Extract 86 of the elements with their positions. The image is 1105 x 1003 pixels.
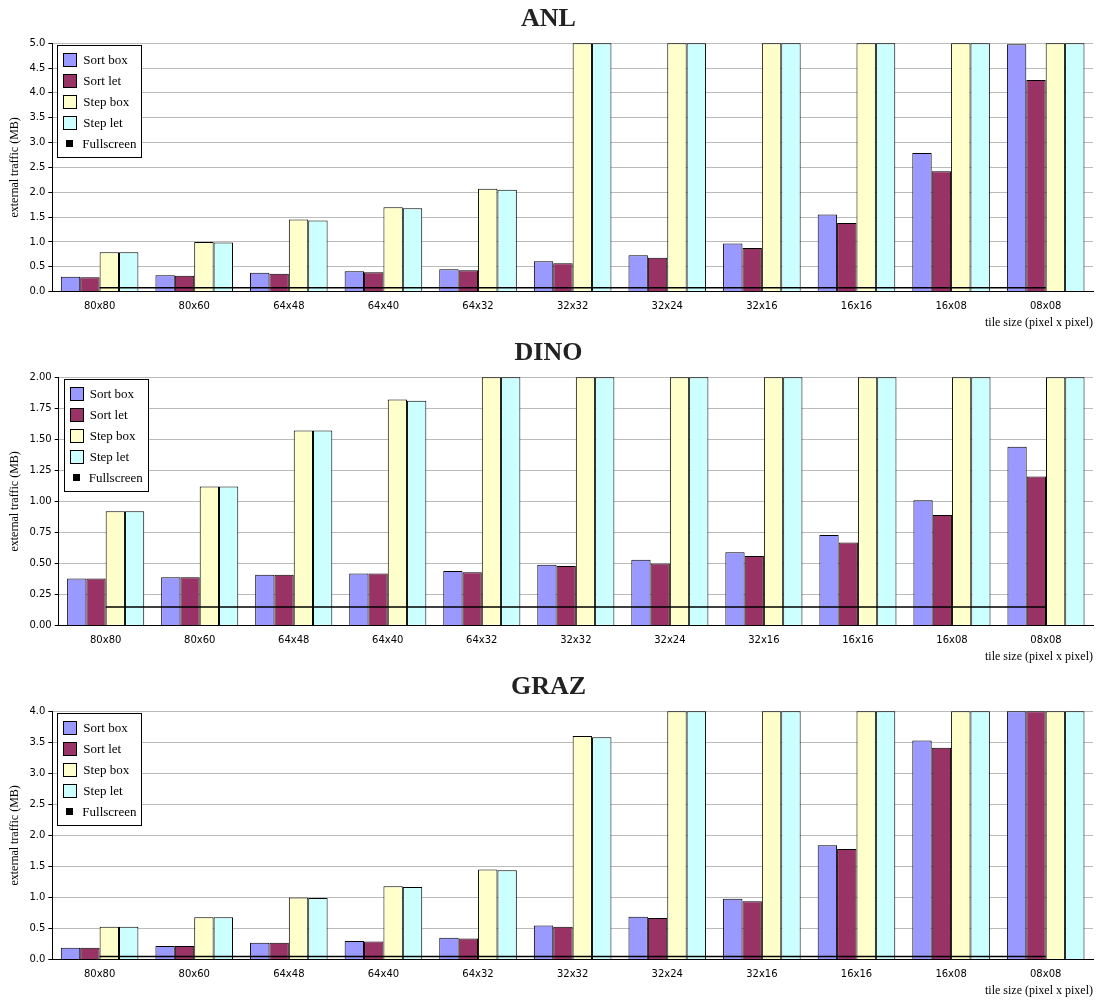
x-tick-label: 16x08 bbox=[935, 968, 967, 980]
y-tick-label: 0.5 bbox=[29, 260, 46, 272]
legend-label: Fullscreen bbox=[82, 803, 137, 820]
x-tick-label: 80x80 bbox=[89, 634, 122, 646]
x-tick-label: 16x08 bbox=[936, 634, 968, 646]
legend-label: Sort box bbox=[83, 719, 128, 736]
x-tick-label: 64x48 bbox=[278, 634, 310, 646]
y-tick-label: 0.75 bbox=[29, 526, 52, 538]
chart-title: ANL bbox=[521, 3, 576, 33]
y-tick-label: 1.0 bbox=[29, 235, 46, 247]
y-tick-label: 2.5 bbox=[29, 797, 46, 809]
x-tick-label: 80x80 bbox=[83, 300, 116, 312]
y-tick-label: 1.5 bbox=[29, 210, 46, 222]
x-tick-label: 08x08 bbox=[1030, 634, 1062, 646]
y-tick-label: 1.00 bbox=[29, 494, 52, 506]
y-tick-label: 3.0 bbox=[29, 766, 46, 778]
x-axis-title: tile size (pixel x pixel) bbox=[985, 648, 1093, 663]
y-tick-label: 0.50 bbox=[29, 557, 52, 569]
x-axis-title: tile size (pixel x pixel) bbox=[985, 314, 1093, 329]
legend-label: Sort let bbox=[83, 72, 122, 89]
x-tick-label: 64x40 bbox=[367, 300, 400, 312]
y-tick-label: 1.25 bbox=[29, 463, 52, 475]
y-tick-label: 0.25 bbox=[29, 588, 52, 600]
x-tick-label: 32x16 bbox=[746, 968, 778, 980]
y-tick-label: 2.00 bbox=[29, 370, 52, 382]
legend-label: Step box bbox=[83, 93, 130, 110]
y-tick-label: 0.0 bbox=[29, 285, 46, 297]
y-tick-label: 2.0 bbox=[29, 185, 46, 197]
legend-label: Sort box bbox=[83, 51, 128, 68]
x-tick-label: 64x40 bbox=[372, 634, 404, 646]
y-tick-label: 1.5 bbox=[29, 860, 46, 872]
x-tick-label: 16x08 bbox=[935, 300, 967, 312]
y-tick-label: 3.0 bbox=[29, 136, 46, 148]
y-tick-label: 0.5 bbox=[29, 922, 46, 934]
legend-label: Fullscreen bbox=[88, 469, 143, 486]
x-axis-title: tile size (pixel x pixel) bbox=[985, 982, 1093, 997]
x-tick-label: 32x24 bbox=[651, 300, 683, 312]
y-tick-label: 4.5 bbox=[29, 61, 46, 73]
y-tick-label: 4.0 bbox=[29, 704, 46, 716]
x-tick-label: 32x32 bbox=[556, 300, 589, 312]
y-tick-label: 3.5 bbox=[29, 111, 46, 123]
x-tick-label: 64x48 bbox=[273, 300, 305, 312]
x-tick-label: 64x40 bbox=[367, 968, 400, 980]
legend-label: Step box bbox=[83, 761, 130, 778]
x-tick-label: 08x08 bbox=[1030, 300, 1062, 312]
x-tick-label: 32x16 bbox=[748, 634, 780, 646]
legend-label: Fullscreen bbox=[82, 135, 137, 152]
legend-label: Step let bbox=[89, 448, 130, 465]
y-axis-title: external traffic (MB) bbox=[7, 451, 22, 552]
x-tick-label: 80x80 bbox=[83, 968, 116, 980]
x-tick-label: 64x32 bbox=[462, 968, 494, 980]
x-tick-label: 32x16 bbox=[746, 300, 778, 312]
x-tick-label: 08x08 bbox=[1030, 968, 1062, 980]
x-tick-label: 80x60 bbox=[178, 300, 210, 312]
x-tick-label: 16x16 bbox=[840, 300, 873, 312]
legend-label: Sort box bbox=[89, 385, 135, 402]
y-tick-label: 3.5 bbox=[29, 735, 46, 747]
y-tick-label: 0.0 bbox=[29, 953, 46, 965]
legend-label: Sort let bbox=[83, 740, 122, 757]
legend-label: Step let bbox=[83, 114, 123, 131]
legend-label: Step box bbox=[89, 427, 136, 444]
y-tick-label: 5.0 bbox=[29, 36, 46, 48]
x-tick-label: 32x32 bbox=[560, 634, 592, 646]
x-tick-label: 16x16 bbox=[842, 634, 874, 646]
x-tick-label: 32x32 bbox=[556, 968, 589, 980]
y-tick-label: 1.75 bbox=[29, 401, 52, 413]
x-tick-label: 64x32 bbox=[466, 634, 498, 646]
x-tick-label: 64x48 bbox=[273, 968, 305, 980]
chart-title: GRAZ bbox=[510, 671, 587, 701]
y-tick-label: 1.50 bbox=[29, 432, 52, 444]
y-axis-title: external traffic (MB) bbox=[7, 117, 22, 218]
chart-title: DINO bbox=[514, 337, 583, 367]
x-tick-label: 32x24 bbox=[651, 968, 683, 980]
x-tick-label: 32x24 bbox=[654, 634, 686, 646]
y-tick-label: 2.0 bbox=[29, 828, 46, 840]
y-tick-label: 4.0 bbox=[29, 86, 46, 98]
y-tick-label: 2.5 bbox=[29, 160, 46, 172]
x-tick-label: 80x60 bbox=[184, 634, 216, 646]
legend-label: Step let bbox=[83, 782, 123, 799]
legend-label: Sort let bbox=[89, 406, 128, 423]
y-axis-title: external traffic (MB) bbox=[7, 785, 22, 886]
x-tick-label: 16x16 bbox=[840, 968, 873, 980]
y-tick-label: 1.0 bbox=[29, 891, 46, 903]
y-tick-label: 0.00 bbox=[29, 619, 52, 631]
x-tick-label: 64x32 bbox=[462, 300, 494, 312]
x-tick-label: 80x60 bbox=[178, 968, 210, 980]
